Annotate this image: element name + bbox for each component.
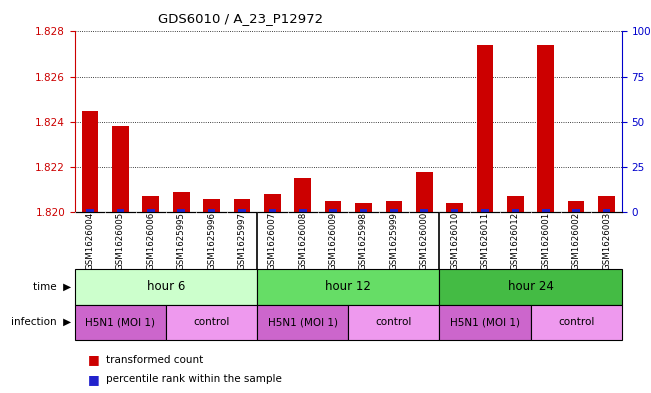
Bar bbox=[439, 269, 622, 305]
Bar bbox=[603, 209, 611, 212]
Text: GSM1626004: GSM1626004 bbox=[85, 211, 94, 270]
Bar bbox=[439, 305, 531, 340]
Text: GSM1626001: GSM1626001 bbox=[541, 211, 550, 270]
Text: GSM1626011: GSM1626011 bbox=[480, 211, 490, 270]
Bar bbox=[143, 196, 159, 212]
Bar bbox=[507, 196, 523, 212]
Bar bbox=[477, 45, 493, 212]
Bar bbox=[450, 209, 458, 212]
Text: GSM1626006: GSM1626006 bbox=[146, 211, 156, 270]
Bar bbox=[147, 209, 154, 212]
Text: GSM1625996: GSM1625996 bbox=[207, 212, 216, 270]
Bar bbox=[166, 305, 257, 340]
Bar bbox=[238, 209, 245, 212]
Bar bbox=[203, 199, 220, 212]
Bar bbox=[421, 209, 428, 212]
Text: control: control bbox=[376, 317, 412, 327]
Bar bbox=[86, 209, 94, 212]
Text: GSM1626003: GSM1626003 bbox=[602, 211, 611, 270]
Text: GSM1626012: GSM1626012 bbox=[511, 211, 520, 270]
Bar bbox=[268, 209, 276, 212]
Bar bbox=[355, 203, 372, 212]
Bar bbox=[117, 209, 124, 212]
Bar bbox=[257, 269, 439, 305]
Bar bbox=[234, 199, 250, 212]
Bar bbox=[75, 269, 257, 305]
Bar bbox=[173, 192, 189, 212]
Text: GSM1626005: GSM1626005 bbox=[116, 211, 125, 270]
Bar bbox=[512, 209, 519, 212]
Text: infection  ▶: infection ▶ bbox=[12, 317, 72, 327]
Bar bbox=[112, 127, 129, 212]
Text: control: control bbox=[558, 317, 594, 327]
Text: H5N1 (MOI 1): H5N1 (MOI 1) bbox=[85, 317, 156, 327]
Bar bbox=[446, 203, 463, 212]
Bar bbox=[82, 110, 98, 212]
Bar bbox=[329, 209, 337, 212]
Text: ■: ■ bbox=[88, 353, 100, 366]
Text: H5N1 (MOI 1): H5N1 (MOI 1) bbox=[450, 317, 520, 327]
Text: time  ▶: time ▶ bbox=[33, 282, 72, 292]
Text: H5N1 (MOI 1): H5N1 (MOI 1) bbox=[268, 317, 338, 327]
Text: GSM1626000: GSM1626000 bbox=[420, 211, 429, 270]
Bar bbox=[537, 45, 554, 212]
Bar bbox=[385, 201, 402, 212]
Text: GSM1626008: GSM1626008 bbox=[298, 211, 307, 270]
Bar bbox=[257, 305, 348, 340]
Text: GSM1626007: GSM1626007 bbox=[268, 211, 277, 270]
Text: hour 6: hour 6 bbox=[147, 280, 185, 294]
Bar bbox=[325, 201, 341, 212]
Bar bbox=[177, 209, 185, 212]
Text: hour 12: hour 12 bbox=[326, 280, 371, 294]
Text: GDS6010 / A_23_P12972: GDS6010 / A_23_P12972 bbox=[158, 12, 324, 25]
Text: GSM1625995: GSM1625995 bbox=[176, 212, 186, 270]
Bar bbox=[390, 209, 398, 212]
Bar bbox=[348, 305, 439, 340]
Bar bbox=[568, 201, 585, 212]
Bar bbox=[208, 209, 215, 212]
Bar bbox=[572, 209, 580, 212]
Text: hour 24: hour 24 bbox=[508, 280, 553, 294]
Bar bbox=[531, 305, 622, 340]
Text: percentile rank within the sample: percentile rank within the sample bbox=[106, 374, 282, 384]
Bar bbox=[299, 209, 307, 212]
Text: control: control bbox=[193, 317, 230, 327]
Text: GSM1625997: GSM1625997 bbox=[238, 212, 247, 270]
Bar bbox=[264, 194, 281, 212]
Bar bbox=[598, 196, 615, 212]
Bar bbox=[416, 172, 432, 212]
Bar bbox=[359, 209, 367, 212]
Text: GSM1626009: GSM1626009 bbox=[329, 212, 338, 270]
Bar bbox=[481, 209, 489, 212]
Text: ■: ■ bbox=[88, 373, 100, 386]
Text: GSM1626002: GSM1626002 bbox=[572, 211, 581, 270]
Text: GSM1625999: GSM1625999 bbox=[389, 212, 398, 270]
Bar bbox=[542, 209, 549, 212]
Bar bbox=[75, 305, 166, 340]
Text: GSM1626010: GSM1626010 bbox=[450, 211, 459, 270]
Text: transformed count: transformed count bbox=[106, 354, 203, 365]
Bar bbox=[294, 178, 311, 212]
Text: GSM1625998: GSM1625998 bbox=[359, 212, 368, 270]
